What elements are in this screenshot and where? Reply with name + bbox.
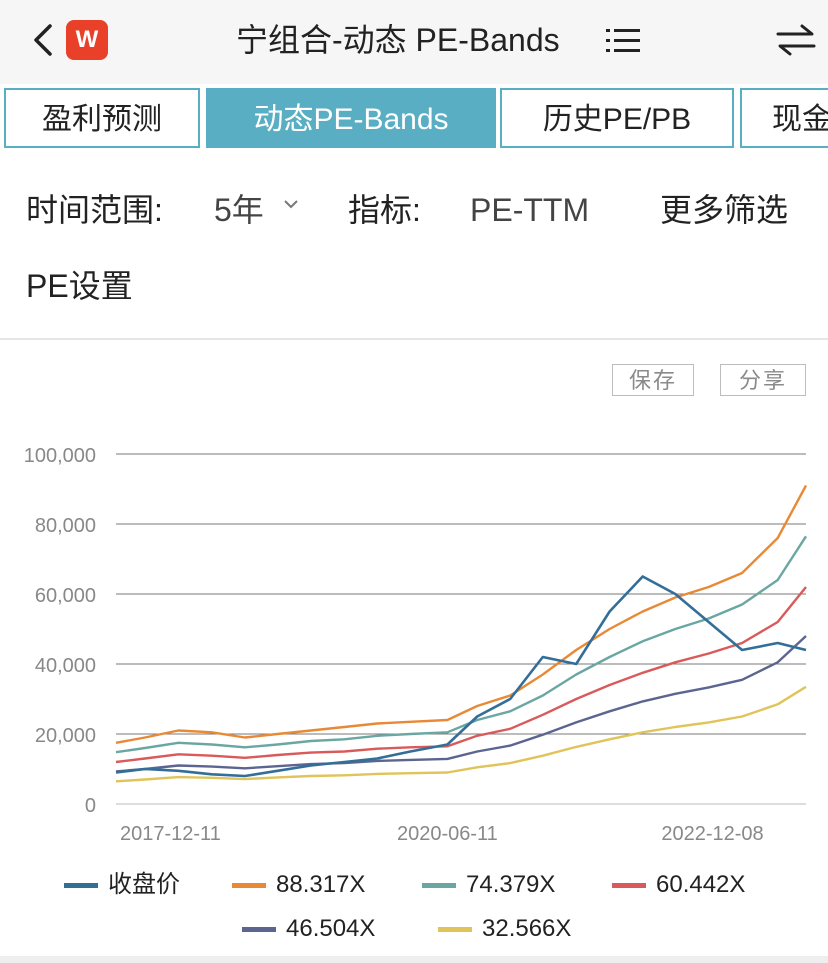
legend-label: 60.442X (656, 871, 746, 898)
chart-legend: 收盘价 88.317X 74.379X 60.442X 46.504X 32.5… (0, 862, 828, 952)
series-line-1 (115, 484, 808, 744)
time-range-label: 时间范围: (26, 192, 163, 228)
top-bar: W 宁组合-动态 PE-Bands (0, 0, 828, 84)
series-line-5 (115, 685, 807, 783)
more-filters-button[interactable]: 更多筛选 (660, 192, 789, 228)
bottom-bar (0, 956, 828, 963)
pe-settings-button[interactable]: PE设置 (26, 268, 133, 304)
x-tick-label: 2017-12-11 (120, 823, 221, 845)
share-button[interactable]: 分享 (720, 364, 806, 396)
legend-label: 74.379X (466, 871, 556, 898)
legend-swatch (438, 927, 472, 932)
legend-label: 46.504X (286, 915, 376, 942)
y-tick-label: 0 (85, 795, 96, 817)
tab-dynamic-pe-bands[interactable]: 动态PE-Bands (206, 88, 496, 148)
series-line-4 (115, 635, 807, 773)
series-line-2 (115, 535, 808, 754)
legend-swatch (242, 927, 276, 932)
tab-historical-pe-pb[interactable]: 历史PE/PB (500, 88, 734, 148)
divider (0, 338, 828, 340)
y-tick-label: 100,000 (24, 445, 96, 467)
page-title: 宁组合-动态 PE-Bands (236, 22, 560, 58)
x-tick-label: 2022-12-08 (661, 823, 763, 845)
legend-swatch (232, 883, 266, 888)
series-line-0 (115, 575, 807, 778)
legend-swatch (422, 883, 456, 888)
time-range-select[interactable]: 5年 (214, 192, 264, 228)
tab-cash[interactable]: 现金 (740, 88, 828, 148)
legend-label: 收盘价 (108, 871, 180, 898)
pe-bands-chart: 100,000 80,000 60,000 40,000 20,000 0 2017-12-… (24, 445, 808, 845)
y-tick-label: 80,000 (35, 515, 96, 537)
series-line-3 (115, 586, 807, 764)
wind-logo-icon: W (66, 20, 108, 60)
legend-swatch (64, 883, 98, 888)
chevron-left-icon[interactable] (26, 20, 66, 60)
tab-bar: 盈利预测 动态PE-Bands 历史PE/PB 现金 (0, 84, 828, 152)
swap-arrows-icon[interactable] (774, 20, 818, 60)
x-tick-label: 2020-06-11 (397, 823, 498, 845)
y-tick-label: 20,000 (35, 725, 96, 747)
y-tick-label: 60,000 (35, 585, 96, 607)
legend-swatch (612, 883, 646, 888)
legend-label: 88.317X (276, 871, 366, 898)
y-tick-label: 40,000 (35, 655, 96, 677)
tab-earnings-forecast[interactable]: 盈利预测 (4, 88, 200, 148)
logo-text: W (75, 26, 99, 53)
save-button[interactable]: 保存 (612, 364, 694, 396)
legend-label: 32.566X (482, 915, 572, 942)
list-icon[interactable] (604, 22, 644, 58)
chevron-down-icon[interactable] (282, 198, 300, 210)
metric-label: 指标: (348, 192, 421, 228)
metric-select[interactable]: PE-TTM (470, 192, 590, 228)
